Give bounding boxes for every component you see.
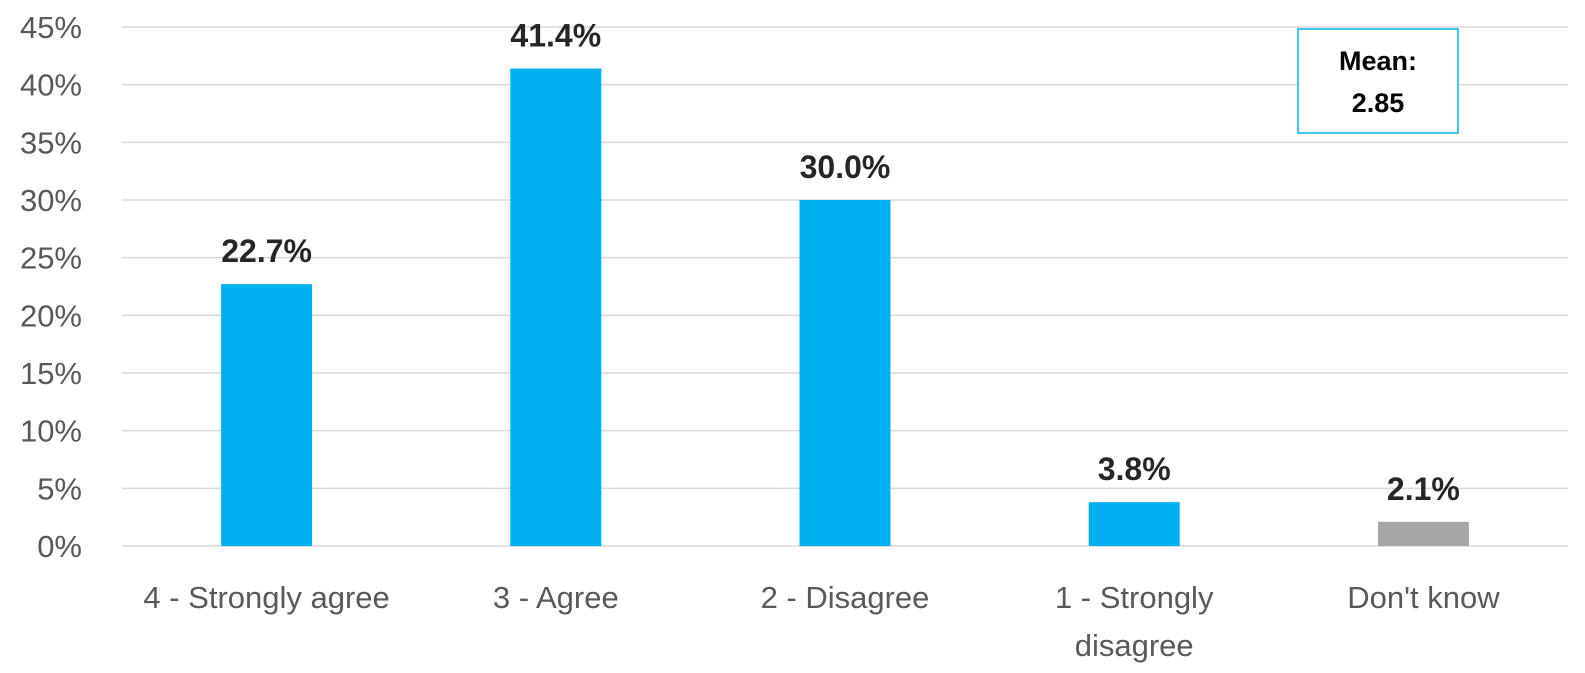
data-label: 3.8% xyxy=(1098,451,1171,487)
mean-annotation-box xyxy=(1297,28,1459,134)
y-tick-label: 45% xyxy=(20,10,82,45)
y-tick-label: 30% xyxy=(20,183,82,218)
y-tick-label: 10% xyxy=(20,414,82,449)
y-tick-label: 15% xyxy=(20,356,82,391)
y-tick-label: 0% xyxy=(37,529,82,564)
category-label: 4 - Strongly agree xyxy=(143,580,389,615)
data-labels: 22.7% 41.4% 30.0% 3.8% 2.1% xyxy=(221,18,1460,507)
bar xyxy=(510,68,602,547)
data-label: 41.4% xyxy=(510,18,601,54)
bar xyxy=(1088,502,1180,546)
y-tick-label: 35% xyxy=(20,125,82,160)
data-label: 2.1% xyxy=(1387,471,1460,507)
bar xyxy=(221,284,313,546)
mean-annotation-value: 2.85 xyxy=(1352,88,1405,118)
category-label: 2 - Disagree xyxy=(761,580,930,615)
category-label: 1 - Strongly disagree xyxy=(1055,580,1214,663)
data-label: 22.7% xyxy=(221,233,312,269)
bar xyxy=(1377,521,1469,546)
category-label: Don't know xyxy=(1347,580,1500,615)
y-tick-label: 5% xyxy=(37,471,82,506)
mean-annotation-label: Mean: xyxy=(1339,46,1417,76)
data-label: 30.0% xyxy=(800,149,891,185)
bars xyxy=(221,68,1469,547)
y-tick-label: 25% xyxy=(20,241,82,276)
y-tick-label: 20% xyxy=(20,298,82,333)
category-label: 3 - Agree xyxy=(493,580,619,615)
bar xyxy=(799,200,891,546)
mean-annotation: Mean: 2.85 xyxy=(1297,28,1459,134)
y-axis-tick-labels: 0% 5% 10% 15% 20% 25% 30% 35% 40% 45% xyxy=(20,10,82,564)
x-axis-category-labels: 4 - Strongly agree 3 - Agree 2 - Disagree 1… xyxy=(143,580,1500,663)
y-tick-label: 40% xyxy=(20,68,82,103)
